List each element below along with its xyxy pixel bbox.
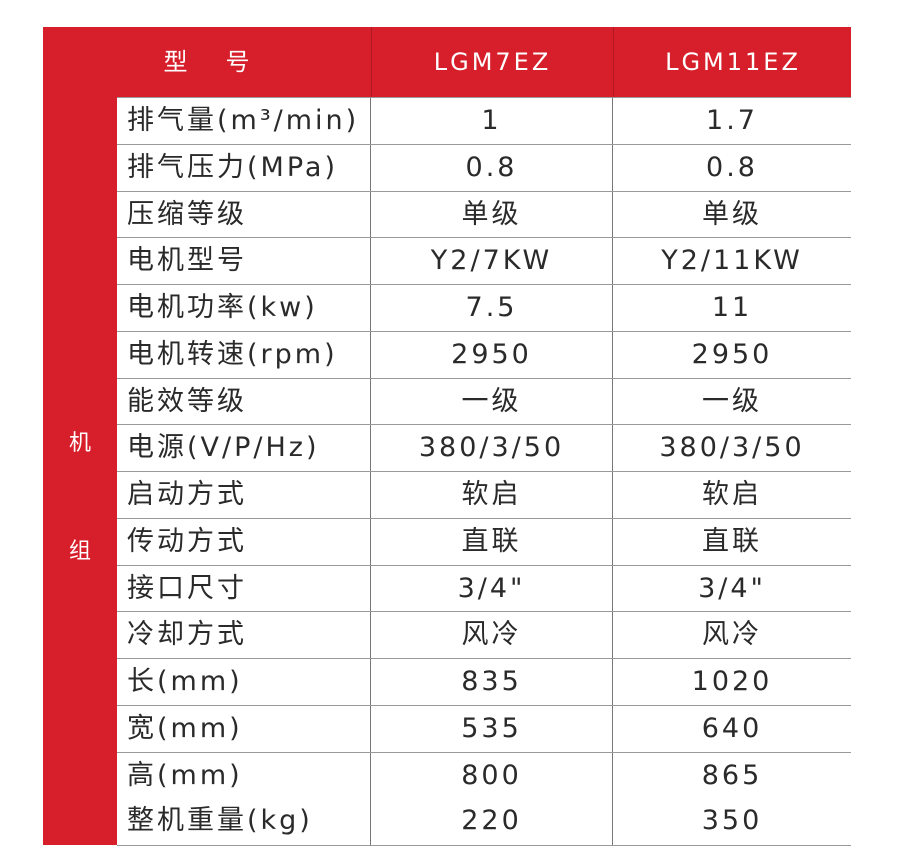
row-value-model-2: Y2/11KW <box>661 245 803 277</box>
table-row: 接口尺寸 3/4" 3/4" <box>117 564 851 612</box>
row-value-model-2: 2950 <box>691 338 773 370</box>
row-value-model-1: 7.5 <box>465 292 518 323</box>
row-value-model-2: 3/4" <box>698 572 766 604</box>
header-model-2: LGM11EZ <box>613 27 852 97</box>
row-value-model-1: 380/3/50 <box>418 432 565 464</box>
row-value-model-2: 640 <box>701 712 763 744</box>
row-value-model-1: Y2/7KW <box>430 245 553 277</box>
row-value-model-1: 软启 <box>461 479 522 510</box>
table-row: 长(mm) 835 1020 <box>117 658 851 705</box>
row-value-model-1: 3/4" <box>457 572 526 604</box>
row-value-model-1: 0.8 <box>465 151 518 183</box>
row-label: 电机转速(rpm) <box>127 338 338 370</box>
row-value-model-2: 一级 <box>702 385 762 417</box>
table-row: 整机重量(kg) 220 350 <box>117 798 851 845</box>
row-label: 电机型号 <box>127 245 247 277</box>
table-row: 传动方式 直联 直联 <box>117 517 851 565</box>
row-label: 宽(mm) <box>127 712 243 744</box>
row-value-model-1: 单级 <box>461 198 522 230</box>
row-value-model-2: 单级 <box>702 198 762 230</box>
table-row: 宽(mm) 535 640 <box>117 704 851 752</box>
table-row: 排气量(m³/min) 1 1.7 <box>117 97 851 144</box>
group-label-cell: 机 组 <box>43 97 117 845</box>
row-value-model-1: 一级 <box>461 385 522 417</box>
row-label: 电机功率(kw) <box>127 292 318 323</box>
row-label: 整机重量(kg) <box>127 805 313 837</box>
row-value-model-1: 835 <box>461 666 522 697</box>
table-row: 压缩等级 单级 单级 <box>117 190 851 238</box>
table-row: 排气压力(MPa) 0.8 0.8 <box>117 143 851 191</box>
row-value-model-1: 2950 <box>451 338 532 370</box>
table-row: 冷却方式 风冷 风冷 <box>117 611 851 658</box>
row-label: 排气量(m³/min) <box>127 105 360 136</box>
row-value-model-2: 380/3/50 <box>659 432 805 464</box>
table-body: 排气量(m³/min) 1 1.7 排气压力(MPa) 0.8 0.8 压缩等级 单级 单级电机… <box>117 97 851 846</box>
row-value-model-2: 软启 <box>702 479 762 510</box>
row-value-model-2: 风冷 <box>702 619 762 651</box>
table-row: 电机功率(kw) 7.5 11 <box>117 284 851 331</box>
row-value-model-2: 1.7 <box>706 105 758 136</box>
row-label: 长(mm) <box>127 666 243 697</box>
row-value-model-2: 865 <box>701 759 763 791</box>
row-label: 启动方式 <box>127 479 247 510</box>
row-value-model-2: 11 <box>711 292 753 323</box>
row-value-model-1: 535 <box>461 712 522 744</box>
row-value-model-2: 1020 <box>691 666 773 697</box>
row-value-model-1: 直联 <box>461 525 522 557</box>
row-value-model-1: 800 <box>461 759 522 791</box>
row-label: 冷却方式 <box>127 619 247 651</box>
row-label: 接口尺寸 <box>127 572 247 604</box>
header-model-label: 型号 <box>163 48 288 76</box>
group-label-char: 组 <box>68 539 91 564</box>
row-label: 传动方式 <box>127 525 247 557</box>
table-row: 电机型号 Y2/7KW Y2/11KW <box>117 237 851 284</box>
row-label: 电源(V/P/Hz) <box>127 432 320 464</box>
row-value-model-2: 0.8 <box>706 151 758 183</box>
table-row: 电机转速(rpm) 2950 2950 <box>117 330 851 378</box>
group-label-char: 机 <box>68 431 91 456</box>
header-model-1: LGM7EZ <box>371 27 613 97</box>
row-label: 压缩等级 <box>127 198 247 230</box>
table-row: 高(mm) 800 865 <box>117 751 851 799</box>
row-value-model-2: 直联 <box>702 525 762 557</box>
row-value-model-2: 350 <box>701 805 763 837</box>
table-row: 启动方式 软启 软启 <box>117 471 851 518</box>
row-label: 排气压力(MPa) <box>127 151 338 183</box>
row-value-model-1: 1 <box>481 105 502 136</box>
row-label: 高(mm) <box>127 759 243 791</box>
table-header: 型号 LGM7EZ LGM11EZ <box>43 27 851 97</box>
table-row: 电源(V/P/Hz) 380/3/50 380/3/50 <box>117 424 851 471</box>
row-label: 能效等级 <box>127 385 247 417</box>
row-value-model-1: 风冷 <box>461 619 522 651</box>
row-value-model-1: 220 <box>461 805 522 837</box>
table-row: 能效等级 一级 一级 <box>117 377 851 425</box>
